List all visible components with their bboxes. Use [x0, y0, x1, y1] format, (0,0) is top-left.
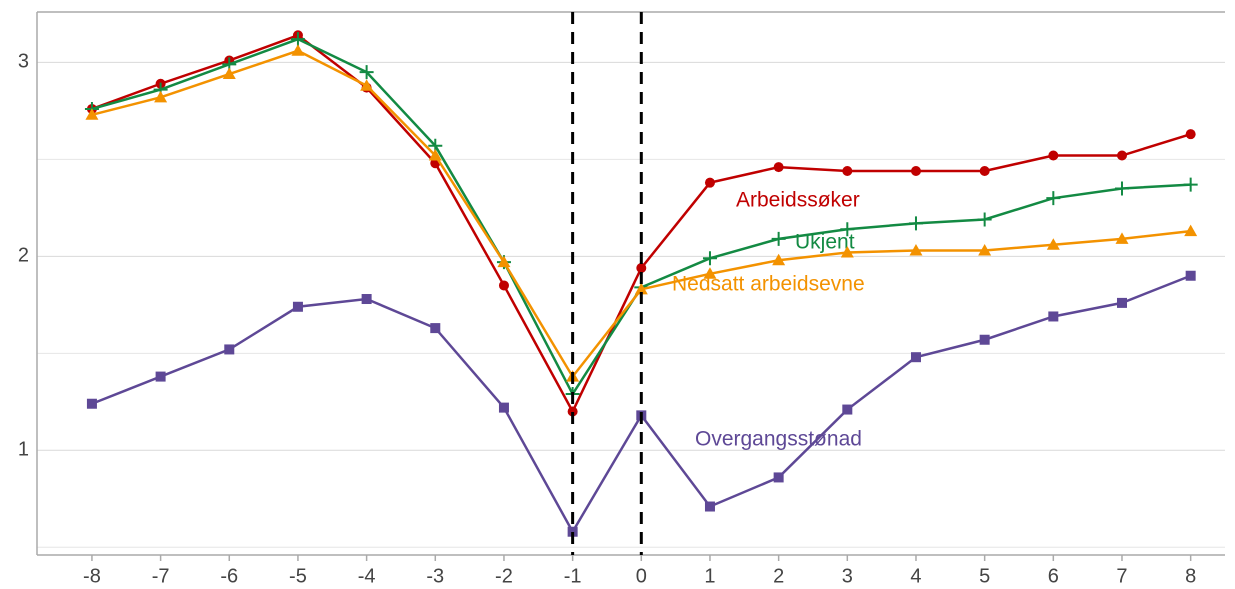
point	[292, 301, 303, 312]
point	[567, 406, 578, 417]
point	[1183, 177, 1198, 192]
point	[636, 262, 647, 273]
point	[773, 472, 784, 483]
point	[908, 216, 923, 231]
series-label: Arbeidssøker	[736, 189, 860, 212]
point	[224, 344, 235, 355]
series-label: Overgangsstønad	[695, 428, 862, 451]
x-tick-label: 5	[979, 565, 990, 587]
point	[1114, 181, 1129, 196]
point	[290, 32, 305, 47]
point	[910, 352, 921, 363]
point	[634, 282, 648, 295]
point	[428, 149, 442, 161]
x-tick-label: -3	[426, 565, 444, 587]
point	[842, 166, 853, 177]
point	[703, 267, 717, 279]
point	[704, 177, 715, 188]
point	[359, 65, 374, 80]
point	[842, 404, 853, 415]
point	[361, 294, 372, 305]
x-tick-label: -1	[564, 565, 582, 587]
point	[1046, 238, 1060, 250]
point	[222, 67, 236, 80]
y-tick-label: 3	[18, 51, 29, 73]
point	[840, 222, 855, 237]
point	[154, 90, 168, 103]
x-tick-label: 8	[1185, 565, 1196, 587]
x-tick-label: -6	[220, 565, 238, 587]
x-tick-label: 4	[910, 565, 921, 587]
point	[840, 245, 854, 258]
point	[704, 501, 715, 512]
point	[1046, 191, 1061, 206]
point	[1184, 224, 1198, 237]
point	[702, 251, 717, 266]
point	[360, 79, 374, 91]
y-tick-label: 2	[18, 245, 29, 267]
y-tick-label: 1	[18, 439, 29, 461]
point	[1185, 270, 1196, 281]
x-tick-label: 6	[1048, 565, 1059, 587]
x-tick-label: 0	[636, 565, 647, 587]
point	[567, 526, 578, 537]
point	[1048, 311, 1059, 322]
point	[1185, 129, 1196, 140]
x-tick-label: -8	[83, 565, 101, 587]
x-tick-label: 3	[842, 565, 853, 587]
point	[85, 108, 99, 120]
x-tick-label: 2	[773, 565, 784, 587]
point	[910, 166, 921, 177]
point	[977, 212, 992, 227]
point	[430, 323, 441, 334]
x-tick-label: -4	[358, 565, 376, 587]
point	[497, 255, 511, 268]
point	[1116, 297, 1127, 308]
point	[498, 402, 509, 413]
point	[978, 244, 992, 256]
point	[979, 334, 990, 345]
point	[1048, 150, 1059, 161]
point	[772, 253, 786, 266]
point	[86, 398, 97, 409]
x-tick-label: -7	[152, 565, 170, 587]
series-label: Ukjent	[795, 231, 855, 254]
x-tick-label: 7	[1116, 565, 1127, 587]
point	[498, 280, 509, 291]
point	[773, 162, 784, 173]
point	[909, 244, 923, 256]
x-tick-label: -2	[495, 565, 513, 587]
point	[1116, 150, 1127, 161]
point	[979, 166, 990, 177]
point	[155, 371, 166, 382]
point	[771, 231, 786, 246]
series-label: Nedsatt arbeidsevne	[672, 273, 865, 296]
x-tick-label: 1	[704, 565, 715, 587]
point	[291, 44, 305, 56]
point	[1115, 232, 1129, 244]
x-tick-label: -5	[289, 565, 307, 587]
